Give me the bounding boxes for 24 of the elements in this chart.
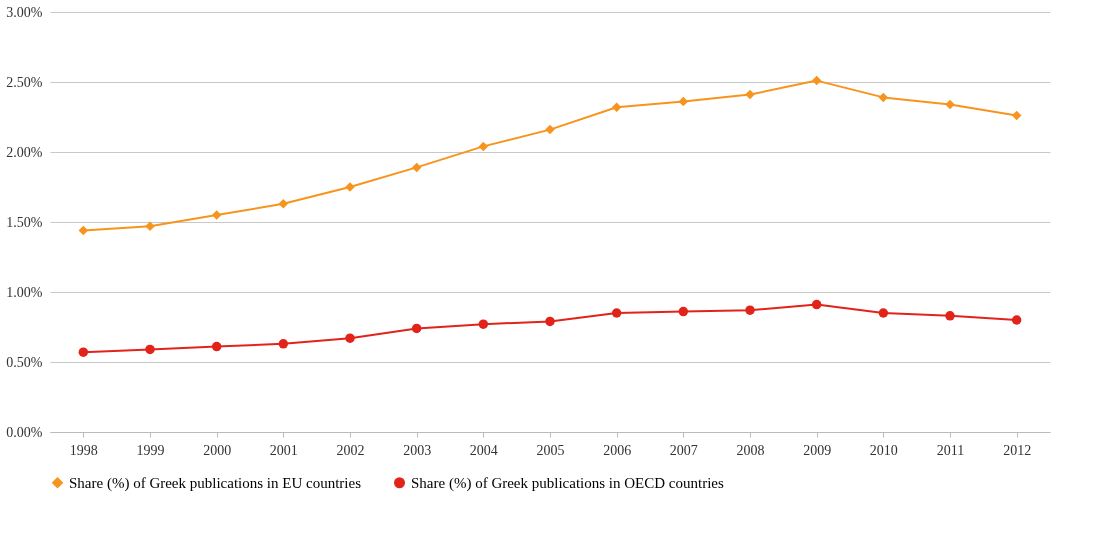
x-tick-label: 2008 (736, 442, 765, 458)
y-tick-label: 0.00% (6, 424, 43, 440)
x-tick-label: 2011 (936, 442, 965, 458)
x-tick-label: 2012 (1003, 442, 1032, 458)
y-tick-label: 2.50% (6, 74, 43, 90)
x-tick-label: 2010 (869, 442, 898, 458)
x-tick-label: 2004 (469, 442, 498, 458)
x-tick-label: 2002 (336, 442, 365, 458)
x-tick-label: 1999 (136, 442, 165, 458)
y-tick-label: 2.00% (6, 144, 43, 160)
y-tick-label: 0.50% (6, 354, 43, 370)
x-tick-label: 2001 (269, 442, 298, 458)
x-tick-label: 2007 (669, 442, 698, 458)
x-tick-label: 2003 (403, 442, 432, 458)
x-tick-label: 2005 (536, 442, 565, 458)
x-tick-label: 2006 (603, 442, 632, 458)
x-tick-label: 2009 (803, 442, 832, 458)
y-tick-label: 1.50% (6, 214, 43, 230)
y-tick-label: 3.00% (6, 4, 43, 20)
legend-label: Share (%) of Greek publications in EU countries (69, 474, 362, 492)
x-tick-label: 1998 (69, 442, 98, 458)
legend-label: Share (%) of Greek publications in OECD countries (411, 474, 724, 492)
x-tick-label: 2000 (203, 442, 232, 458)
y-tick-label: 1.00% (6, 284, 43, 300)
